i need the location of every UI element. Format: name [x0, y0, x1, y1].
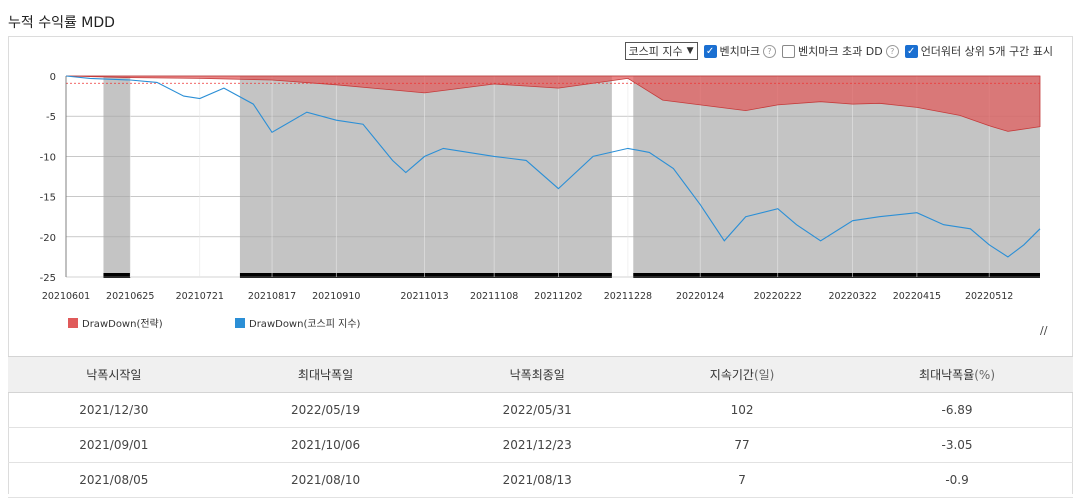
underwater-bar	[239, 273, 612, 278]
x-tick-label: 20220512	[965, 291, 1013, 302]
x-tick-label: 20210625	[106, 291, 154, 302]
x-tick-label: 20220415	[893, 291, 941, 302]
cell-max-dd-rate: -3.05	[841, 427, 1073, 463]
excess-dd-toggle[interactable]: 벤치마크 초과 DD ?	[782, 43, 899, 59]
cell-duration: 7	[643, 462, 842, 498]
underwater-bar	[103, 273, 131, 278]
table-row: 2021/12/30 2022/05/19 2022/05/31 102 -6.…	[8, 392, 1073, 428]
header-max-dd-rate: 최대낙폭율(%)	[841, 356, 1073, 393]
x-tick-label: 20220222	[754, 291, 802, 302]
x-tick-label: 20220322	[829, 291, 877, 302]
excess-dd-label: 벤치마크 초과 DD	[798, 45, 883, 58]
x-tick-label: 20210910	[312, 291, 360, 302]
header-duration: 지속기간(일)	[643, 356, 842, 393]
cell-max-dd-date: 2021/10/06	[219, 427, 432, 463]
cell-end-date: 2021/08/13	[431, 462, 644, 498]
benchmark-toggle[interactable]: ✓ 벤치마크 ?	[703, 43, 777, 59]
underwater-label: 언더워터 상위 5개 구간 표시	[920, 45, 1053, 58]
check-icon[interactable]: ✓	[703, 44, 717, 58]
x-tick-label: 20210817	[248, 291, 296, 302]
x-tick-label: 20211202	[534, 291, 582, 302]
kospi-drawdown-line	[65, 75, 1041, 258]
help-icon[interactable]: ?	[763, 44, 777, 58]
cell-max-dd-rate: -0.9	[841, 462, 1073, 498]
x-tick-label: 20211228	[604, 291, 652, 302]
y-tick-label: -15	[40, 193, 56, 204]
header-max-dd-date: 최대낙폭일	[219, 356, 432, 393]
header-end-date: 낙폭최종일	[431, 356, 644, 393]
cell-duration: 102	[643, 392, 842, 428]
y-tick-label: 0	[50, 72, 56, 83]
cell-start-date: 2021/08/05	[8, 462, 220, 498]
benchmark-label: 벤치마크	[719, 45, 761, 58]
table-row: 2021/08/05 2021/08/10 2021/08/13 7 -0.9	[8, 462, 1073, 498]
header-start-date: 낙폭시작일	[8, 356, 220, 393]
help-icon[interactable]: ?	[885, 44, 899, 58]
legend-swatch-strategy	[68, 317, 78, 328]
resize-icon[interactable]: ∕∕	[1040, 324, 1048, 337]
chevron-down-icon: ▼	[686, 46, 694, 56]
x-tick-label: 20220124	[676, 291, 724, 302]
cell-end-date: 2022/05/31	[431, 392, 644, 428]
cell-end-date: 2021/12/23	[431, 427, 644, 463]
cell-max-dd-date: 2021/08/10	[219, 462, 432, 498]
underwater-band	[103, 76, 131, 277]
drawdown-chart: 0 -5 -10 -15 -20 -25 20210601 20210625 20210721 2…	[40, 72, 1041, 302]
legend-label-strategy: DrawDown(전략)	[82, 319, 163, 330]
table-header-row: 낙폭시작일 최대낙폭일 낙폭최종일 지속기간(일) 최대낙폭율(%)	[8, 356, 1073, 393]
cell-start-date: 2021/12/30	[8, 392, 220, 428]
chart-frame	[8, 36, 1073, 494]
page-title: 누적 수익률 MDD	[8, 15, 115, 31]
cell-max-dd-date: 2022/05/19	[219, 392, 432, 428]
y-tick-label: -5	[46, 112, 56, 123]
legend-label-kospi: DrawDown(코스피 지수)	[249, 319, 361, 330]
benchmark-select[interactable]: 코스피 지수 ▼	[624, 42, 698, 60]
underwater-band	[239, 76, 612, 277]
checkbox-empty-icon[interactable]	[782, 44, 796, 58]
legend-swatch-kospi	[235, 317, 245, 328]
y-tick-label: -10	[40, 152, 56, 163]
chart-controls: 코스피 지수 ▼ ✓ 벤치마크 ? 벤치마크 초과 DD ? ✓ 언더워터 상위…	[624, 42, 1059, 60]
underwater-bar	[633, 273, 1040, 278]
cell-start-date: 2021/09/01	[8, 427, 220, 463]
legend-item-strategy[interactable]: DrawDown(전략)	[68, 315, 163, 330]
y-tick-label: -25	[40, 273, 56, 284]
x-tick-label: 20211013	[400, 291, 448, 302]
y-tick-label: -20	[40, 233, 56, 244]
benchmark-select-value: 코스피 지수	[628, 45, 683, 58]
cell-max-dd-rate: -6.89	[841, 392, 1073, 428]
table-row: 2021/09/01 2021/10/06 2021/12/23 77 -3.0…	[8, 427, 1073, 463]
underwater-toggle[interactable]: ✓ 언더워터 상위 5개 구간 표시	[904, 43, 1053, 59]
x-tick-label: 20210601	[42, 291, 90, 302]
cell-duration: 77	[643, 427, 842, 463]
check-icon[interactable]: ✓	[904, 44, 918, 58]
drawdown-table: 낙폭시작일 최대낙폭일 낙폭최종일 지속기간(일) 최대낙폭율(%) 2021/…	[8, 356, 1073, 498]
legend-item-kospi[interactable]: DrawDown(코스피 지수)	[235, 315, 360, 330]
x-tick-label: 20210721	[176, 291, 224, 302]
x-tick-label: 20211108	[470, 291, 518, 302]
